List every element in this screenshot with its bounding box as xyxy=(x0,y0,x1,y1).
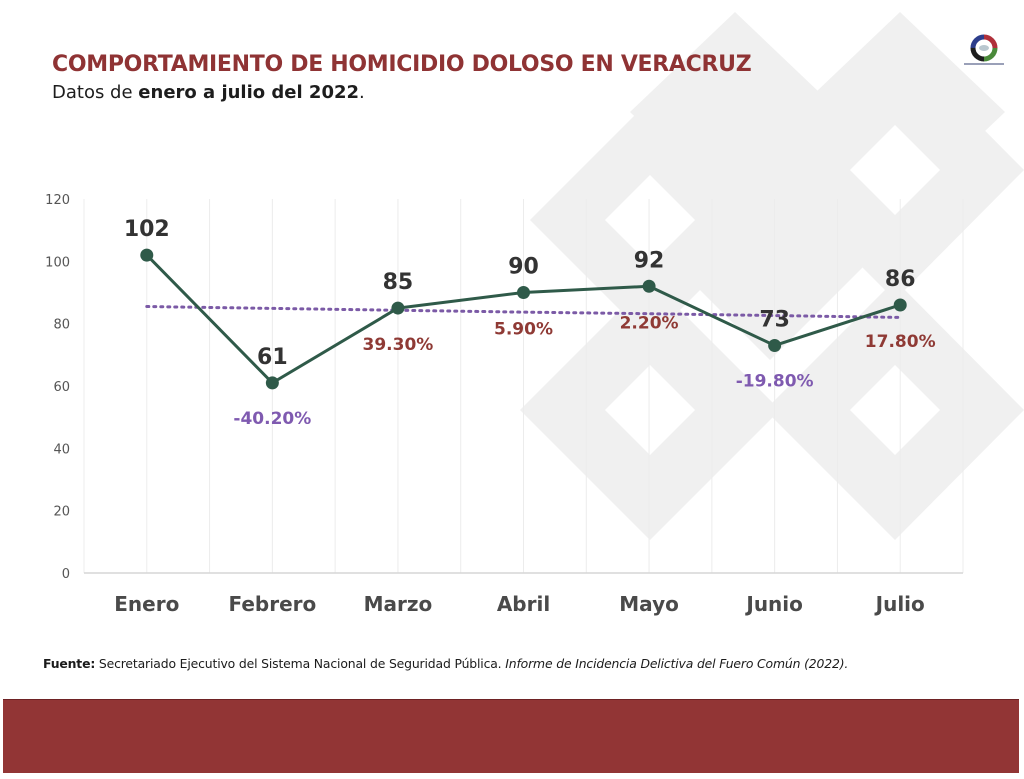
change-label: 2.20% xyxy=(620,313,679,333)
y-tick-label: 100 xyxy=(45,255,70,270)
data-point xyxy=(517,286,530,299)
change-label: 39.30% xyxy=(363,335,434,355)
y-tick-label: 60 xyxy=(53,380,70,395)
y-tick-label: 40 xyxy=(53,442,70,457)
change-label: -19.80% xyxy=(736,371,814,391)
x-tick-label: Junio xyxy=(744,592,803,616)
institutional-ring-logo-icon xyxy=(970,34,998,62)
y-tick-label: 20 xyxy=(53,505,70,520)
x-tick-label: Marzo xyxy=(364,592,433,616)
x-tick-label: Enero xyxy=(114,592,179,616)
data-point xyxy=(265,376,279,390)
x-tick-label: Abril xyxy=(497,592,550,616)
source-label: Fuente: xyxy=(43,656,96,671)
subtitle-period: enero a julio del 2022 xyxy=(138,82,360,103)
change-label: 5.90% xyxy=(494,320,553,340)
source-note: Fuente: Secretariado Ejecutivo del Siste… xyxy=(43,656,848,671)
data-point xyxy=(391,301,405,315)
data-value-label: 102 xyxy=(124,217,170,242)
line-chart: 0 20 40 60 80 100 120 Enero Febrero Marzo Abril Ma… xyxy=(45,193,964,616)
data-value-label: 61 xyxy=(257,345,288,370)
data-value-label: 73 xyxy=(759,307,790,332)
change-label: -40.20% xyxy=(233,409,311,429)
trend-line xyxy=(145,305,902,319)
logo-caption xyxy=(964,63,1004,65)
source-text: Secretariado Ejecutivo del Sistema Nacio… xyxy=(95,656,506,671)
data-point xyxy=(893,298,907,312)
page-subtitle: Datos de enero a julio del 2022. xyxy=(52,82,365,103)
y-tick-label: 80 xyxy=(53,318,70,333)
data-value-label: 92 xyxy=(634,248,665,273)
subtitle-prefix: Datos de xyxy=(52,82,139,103)
x-tick-label: Mayo xyxy=(619,592,679,616)
data-value-label: 90 xyxy=(508,255,539,280)
footer-banner xyxy=(3,699,1019,773)
source-report-title: Informe de Incidencia Delictiva del Fuer… xyxy=(505,656,849,671)
y-tick-label: 120 xyxy=(45,193,70,208)
bg-diamond xyxy=(660,140,880,360)
change-label: 17.80% xyxy=(865,332,936,352)
page-title: COMPORTAMIENTO DE HOMICIDIO DOLOSO EN VE… xyxy=(52,52,752,77)
data-point xyxy=(642,279,656,293)
data-value-label: 86 xyxy=(885,267,916,292)
x-tick-label: Julio xyxy=(874,592,925,616)
data-point xyxy=(768,338,782,352)
x-tick-label: Febrero xyxy=(228,592,316,616)
data-value-label: 85 xyxy=(383,270,414,295)
subtitle-suffix: . xyxy=(359,82,365,103)
data-point xyxy=(140,248,154,262)
y-tick-label: 0 xyxy=(62,567,70,582)
